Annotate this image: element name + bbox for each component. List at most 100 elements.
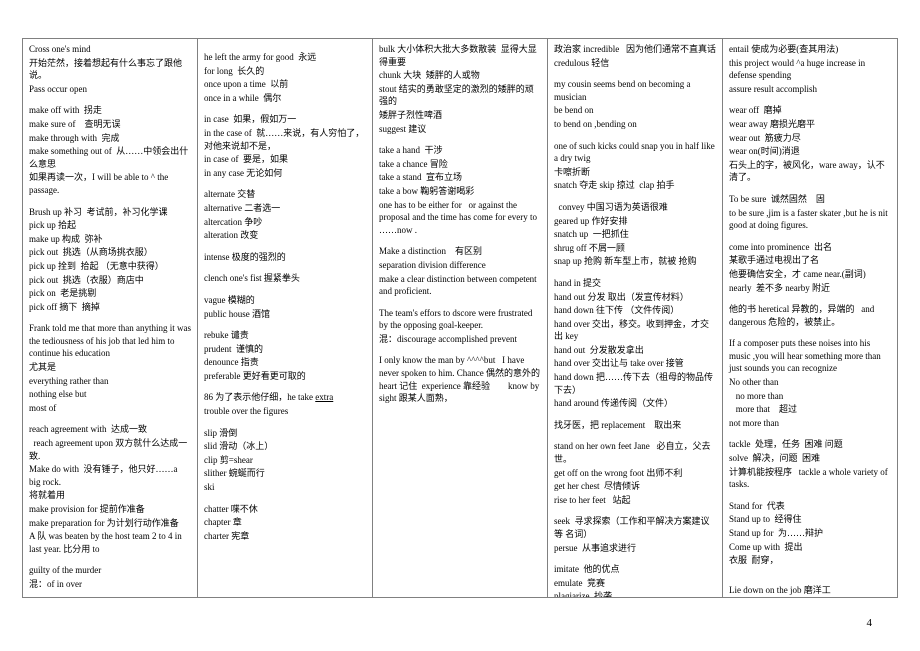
text-line: take a chance 冒险 [379,158,541,171]
text-line: solve 解决，问题 困难 [729,452,891,465]
blank-line [204,264,366,272]
text-line: this project would ^a huge increase in d… [729,57,891,82]
text-line: hand around 传递传阅（文件） [554,397,716,410]
text-line: ski [204,481,366,494]
text-line: I only know the man by ^^^^but I have ne… [379,354,541,404]
text-line: to bend on ,bending on [554,118,716,131]
blank-line [729,568,891,576]
text-line: slither 蜿蜒而行 [204,467,366,480]
text-line: hand out 分发散发拿出 [554,344,716,357]
text-line: 混：discourage accomplished prevent [379,333,541,346]
text-line: chunk 大块 矮胖的人或物 [379,69,541,82]
text-line: 86 为了表示他仔细，he take extra [204,391,366,404]
blank-line [729,233,891,241]
column-4: 政治家 incredible 因为他们通常不直真话credulous 轻信my … [548,39,723,597]
text-line: 卡嚓折断 [554,166,716,179]
text-line: one of such kicks could snap you in half… [554,140,716,165]
text-line: pick out 挑选（从商场挑衣服） [29,246,191,259]
text-line: intense 极度的强烈的 [204,251,366,264]
text-line: make something out of 从……中领会出什么意思 [29,145,191,170]
text-line: 衣服 耐穿， [729,554,891,567]
blank-line [29,415,191,423]
text-line: entail 使成为必要(查其用法) [729,43,891,56]
text-line: prudent 谨慎的 [204,343,366,356]
text-line: reach agreement upon 双方就什么达成一致. [29,437,191,462]
text-line: hand out 分发 取出（发宣传材料） [554,291,716,304]
text-line: 矮胖子烈性啤酒 [379,109,541,122]
text-line: pick up 拾起 [29,219,191,232]
text-line: rebuke 谴责 [204,329,366,342]
text-line: Stand up for 为……辩护 [729,527,891,540]
text-line: suggest 建议 [379,123,541,136]
text-line: pick out 挑选（衣服）商店中 [29,274,191,287]
blank-line [29,556,191,564]
text-line: 找牙医，把 replacement 取出来 [554,419,716,432]
text-line: clench one's fist 握紧拳头 [204,272,366,285]
blank-line [554,432,716,440]
text-line: in the case of 就……来说，有人穷怕了，对他来说却不是， [204,127,366,152]
blank-line [554,411,716,419]
text-line: for long 长久的 [204,65,366,78]
text-line: nothing else but [29,388,191,401]
text-line: Frank told me that more than anything it… [29,322,191,360]
blank-line [29,198,191,206]
text-line: 某歌手通过电视出了名 [729,254,891,267]
blank-line [29,96,191,104]
text-line: Make do with 没有锤子，他只好……a big rock. [29,463,191,488]
text-line: snatch 夺走 skip 掠过 clap 拍手 [554,179,716,192]
text-line: most of [29,402,191,415]
blank-line [204,43,366,51]
blank-line [554,269,716,277]
text-line: make off with 拐走 [29,104,191,117]
blank-line [204,180,366,188]
text-line: take a hand 干涉 [379,144,541,157]
text-line: To be sure 诚然固然 固 [729,193,891,206]
text-line: in case of 要是，如果 [204,153,366,166]
text-line: charter 宪章 [204,530,366,543]
text-line: 如果再读一次，I will be able to ^ the passage. [29,171,191,196]
text-line: persue 从事追求进行 [554,542,716,555]
text-line: snap up 抢购 新车型上市，就被 抢购 [554,255,716,268]
text-line: alteration 改变 [204,229,366,242]
column-5: entail 使成为必要(查其用法)this project would ^a … [723,39,897,597]
blank-line [379,346,541,354]
blank-line [554,555,716,563]
text-line: make up 构成 弥补 [29,233,191,246]
text-line: in any case 无论如何 [204,167,366,180]
text-line: slip 滑倒 [204,427,366,440]
blank-line [729,430,891,438]
blank-line [204,243,366,251]
text-line: alternative 二者选一 [204,202,366,215]
text-line: chapter 章 [204,516,366,529]
text-line: assure result accomplish [729,83,891,96]
text-line: plagiarize 抄袭 [554,590,716,597]
column-container: Cross one's mind开始茫然，接着想起有什么事忘了跟他说。Pass … [22,38,898,598]
blank-line [554,507,716,515]
text-line: hand in 提交 [554,277,716,290]
blank-line [729,295,891,303]
text-line: wear off 磨掉 [729,104,891,117]
text-line: preferable 更好看更可取的 [204,370,366,383]
blank-line [204,286,366,294]
text-line: clip 剪=shear [204,454,366,467]
text-line: pick up 拴到 拾起 （无意中获得） [29,260,191,273]
text-line: 他要确信安全，才 came near.(副词) [729,268,891,281]
text-line: 政治家 incredible 因为他们通常不直真话 [554,43,716,56]
text-line: wear away 磨损光磨平 [729,118,891,131]
text-line: tackle 处理，任务 困难 问题 [729,438,891,451]
text-line: The team's effors to dscore were frustra… [379,307,541,332]
text-line: Make a distinction 有区别 [379,245,541,258]
text-line: one has to be either for or against the … [379,199,541,237]
blank-line [379,136,541,144]
text-line: everything rather than [29,375,191,388]
text-line: separation division difference [379,259,541,272]
text-line: geared up 作好安排 [554,215,716,228]
blank-line [204,383,366,391]
text-line: hand over 交出让与 take over 接管 [554,357,716,370]
page: Cross one's mind开始茫然，接着想起有什么事忘了跟他说。Pass … [0,0,920,651]
text-line: make a clear distinction between compete… [379,273,541,298]
page-number: 4 [867,616,873,631]
text-line: bulk 大小体积大批大多数散装 显得大显得重要 [379,43,541,68]
blank-line [204,105,366,113]
text-line: pick on 老是挑剔 [29,287,191,300]
